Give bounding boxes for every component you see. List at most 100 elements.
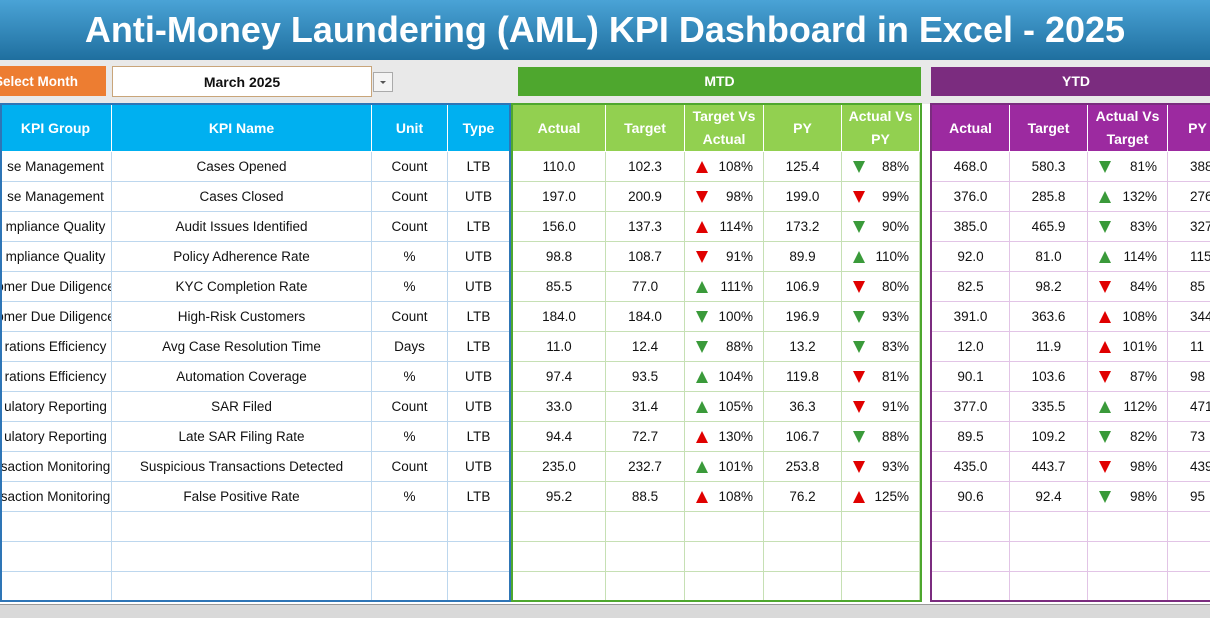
table-cell: 439 <box>1168 452 1210 482</box>
dropdown-arrow <box>380 81 386 84</box>
table-cell: 98.8 <box>513 242 606 272</box>
table-cell: 119.8 <box>764 362 842 392</box>
month-dropdown[interactable] <box>373 72 393 92</box>
status-cell: 80% <box>842 272 920 302</box>
status-percent: 125% <box>874 489 909 504</box>
table-cell: 377.0 <box>932 392 1010 422</box>
status-cell: 93% <box>842 452 920 482</box>
table-cell: omer Due Diligence <box>0 272 112 302</box>
table-cell: 31.4 <box>606 392 685 422</box>
table-cell: 344 <box>1168 302 1210 332</box>
table-cell: Avg Case Resolution Time <box>112 332 372 362</box>
empty-cell <box>764 512 842 542</box>
table-cell: rations Efficiency <box>0 332 112 362</box>
arrow-down-icon <box>853 370 865 383</box>
status-cell: 83% <box>842 332 920 362</box>
table-cell: 92.0 <box>932 242 1010 272</box>
empty-cell <box>1168 542 1210 572</box>
column-header: Actual Vs PY <box>842 105 920 151</box>
table-cell: 363.6 <box>1010 302 1088 332</box>
empty-cell <box>112 542 372 572</box>
arrow-up-icon <box>696 460 708 473</box>
table-cell: SAR Filed <box>112 392 372 422</box>
table-cell: 184.0 <box>513 302 606 332</box>
column-header: Target <box>1010 105 1088 151</box>
table-cell: 376.0 <box>932 182 1010 212</box>
status-percent: 82% <box>1129 429 1157 444</box>
table-cell: 73 <box>1168 422 1210 452</box>
table-cell: 391.0 <box>932 302 1010 332</box>
column-header: Unit <box>372 105 448 151</box>
table-cell: 82.5 <box>932 272 1010 302</box>
arrow-down-icon <box>853 280 865 293</box>
table-cell: 85.5 <box>513 272 606 302</box>
table-cell: se Management <box>0 182 112 212</box>
table-cell: 98.2 <box>1010 272 1088 302</box>
table-cell: 196.9 <box>764 302 842 332</box>
column-header: KPI Name <box>112 105 372 151</box>
table-cell: % <box>372 482 448 512</box>
empty-cell <box>842 542 920 572</box>
empty-cell <box>1168 512 1210 542</box>
mtd-banner: MTD <box>518 67 921 96</box>
empty-cell <box>606 512 685 542</box>
arrow-up-icon <box>1099 340 1111 353</box>
table-cell: Cases Opened <box>112 152 372 182</box>
table-cell: 110.0 <box>513 152 606 182</box>
table-cell: 33.0 <box>513 392 606 422</box>
table-cell: KYC Completion Rate <box>112 272 372 302</box>
arrow-up-icon <box>1099 400 1111 413</box>
table-cell: 106.9 <box>764 272 842 302</box>
table-cell: 156.0 <box>513 212 606 242</box>
table-cell: 197.0 <box>513 182 606 212</box>
empty-cell <box>764 542 842 572</box>
status-percent: 84% <box>1129 279 1157 294</box>
table-cell: 93.5 <box>606 362 685 392</box>
status-cell: 88% <box>842 422 920 452</box>
table-cell: saction Monitoring <box>0 482 112 512</box>
empty-cell <box>685 512 764 542</box>
column-header: Target Vs Actual <box>685 105 764 151</box>
table-cell: 335.5 <box>1010 392 1088 422</box>
status-cell: 83% <box>1088 212 1168 242</box>
table-cell: 89.5 <box>932 422 1010 452</box>
status-percent: 91% <box>725 249 753 264</box>
arrow-up-icon <box>853 250 865 263</box>
empty-cell <box>932 512 1010 542</box>
status-cell: 108% <box>1088 302 1168 332</box>
status-percent: 110% <box>875 249 909 264</box>
status-percent: 91% <box>881 399 909 414</box>
status-cell: 114% <box>685 212 764 242</box>
status-cell: 125% <box>842 482 920 512</box>
table-cell: 11 <box>1168 332 1210 362</box>
table-cell: 199.0 <box>764 182 842 212</box>
table-cell: 276 <box>1168 182 1210 212</box>
status-percent: 98% <box>725 189 753 204</box>
table-cell: 11.0 <box>513 332 606 362</box>
table-cell: 435.0 <box>932 452 1010 482</box>
month-value[interactable]: March 2025 <box>112 66 372 97</box>
arrow-down-icon <box>853 190 865 203</box>
column-header: Actual <box>513 105 606 151</box>
status-cell: 84% <box>1088 272 1168 302</box>
table-cell: Days <box>372 332 448 362</box>
table-cell: 88.5 <box>606 482 685 512</box>
table-cell: 443.7 <box>1010 452 1088 482</box>
arrow-up-icon <box>696 280 708 293</box>
table-cell: 106.7 <box>764 422 842 452</box>
arrow-down-icon <box>853 430 865 443</box>
status-percent: 114% <box>719 219 753 234</box>
empty-cell <box>1088 542 1168 572</box>
table-cell: Late SAR Filing Rate <box>112 422 372 452</box>
status-percent: 104% <box>718 369 753 384</box>
arrow-down-icon <box>1099 280 1111 293</box>
status-percent: 101% <box>718 459 753 474</box>
empty-cell <box>685 542 764 572</box>
status-percent: 88% <box>881 159 909 174</box>
status-percent: 83% <box>1129 219 1157 234</box>
table-cell: Automation Coverage <box>112 362 372 392</box>
status-percent: 99% <box>881 189 909 204</box>
dashboard-title: Anti-Money Laundering (AML) KPI Dashboar… <box>0 0 1210 60</box>
table-cell: 173.2 <box>764 212 842 242</box>
